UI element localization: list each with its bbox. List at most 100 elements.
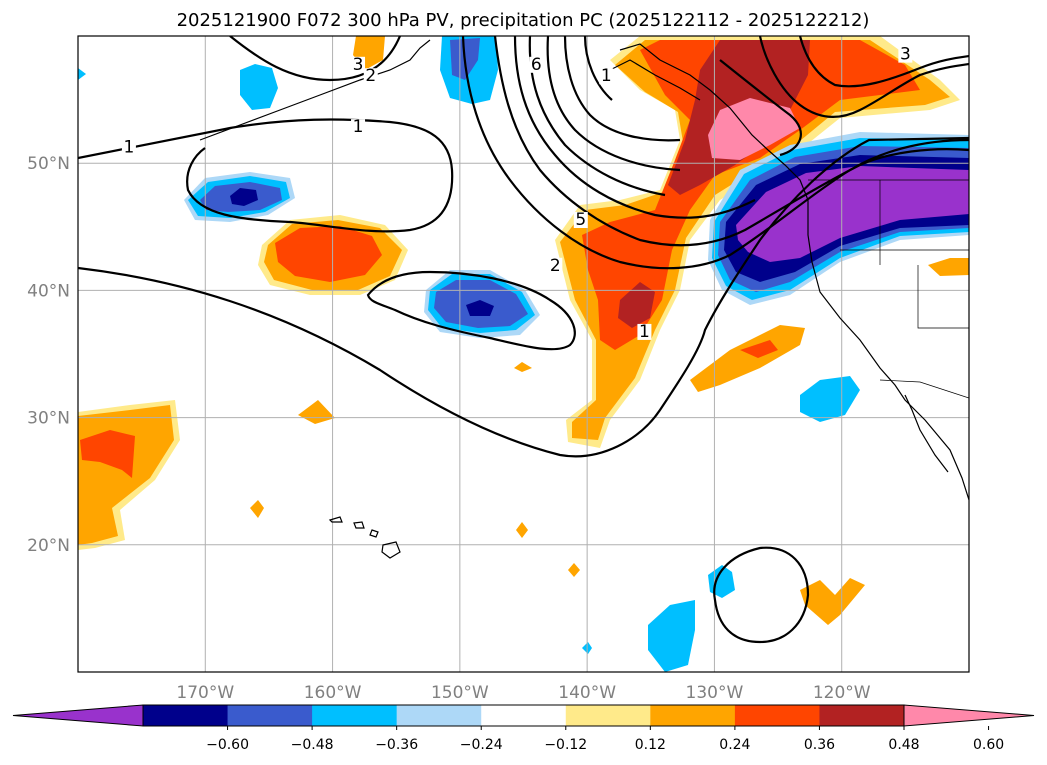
colorbar-tick-label: 0.60: [973, 737, 1004, 753]
island-2: [353, 521, 365, 529]
precip-positive-southeast-v: [800, 578, 865, 625]
lat-tick-label: 50°N: [27, 154, 70, 174]
colorbar-tick-label: −0.48: [291, 737, 334, 753]
precip-positive-small-3: [516, 522, 528, 538]
precip-negative-navy-northwest: [230, 188, 258, 206]
pv-contour-2: [229, 36, 402, 82]
hawaii-islands: [328, 516, 401, 559]
contour-label-bg: [351, 119, 366, 136]
colorbar-tick-label: −0.24: [460, 737, 503, 753]
precip-negative-north-small: [240, 64, 278, 110]
pv-contour-jet-7: [583, 36, 613, 101]
lat-tick-label: 20°N: [27, 536, 70, 556]
contour-label-bg: [529, 56, 544, 73]
colorbar-segment: [481, 705, 567, 726]
pv-contour-northeast-3: [719, 59, 802, 157]
pv-contour-jet-6: [563, 36, 681, 142]
contour-label-bg: [121, 139, 136, 156]
precip-negative-navy-midpacific: [466, 300, 494, 316]
contour-label-bg: [599, 68, 614, 85]
coastlines: [199, 39, 969, 501]
contour-label-bg: [573, 211, 588, 228]
lon-tick-label: 130°W: [686, 683, 744, 703]
precip-positive-red-northeast: [582, 40, 920, 350]
colorbar-tick-label: 0.24: [719, 737, 750, 753]
pv-contour-1-south: [78, 136, 969, 458]
map-frame: [77, 35, 970, 673]
contour-label: 1: [601, 66, 612, 86]
contour-label: 3: [900, 45, 911, 65]
colorbar: −0.60 −0.48 −0.36 −0.24 −0.12 0.12 0.24 0.36 0.4…: [12, 704, 1035, 753]
colorbar-segment: [227, 705, 313, 726]
contour-label: 1: [353, 117, 364, 137]
precip-positive-east-edge: [928, 258, 969, 276]
coast-alaska: [199, 39, 431, 141]
lon-tick-label: 150°W: [431, 683, 489, 703]
colorbar-segment: [819, 705, 905, 726]
island-big: [381, 541, 401, 559]
precip-positive-offshore-band: [690, 325, 805, 392]
colorbar-segment: [143, 705, 229, 726]
lat-tick-label: 30°N: [27, 409, 70, 429]
lon-tick-label: 160°W: [304, 683, 362, 703]
state-borders: [808, 179, 969, 399]
contour-label: 6: [531, 55, 542, 75]
colorbar-segment: [396, 705, 482, 726]
lon-tick-label: 140°W: [558, 683, 616, 703]
lon-tick-labels: 170°W 160°W 150°W 140°W 130°W 120°W: [176, 683, 870, 703]
border-states-3: [917, 265, 969, 329]
border-us-mexico: [879, 379, 969, 399]
pv-contour-jet-2: [493, 36, 969, 247]
colorbar-tick-label: −0.36: [375, 737, 418, 753]
colorbar-tick-label: 0.12: [635, 737, 666, 753]
contour-label: 2: [365, 66, 376, 86]
lon-tick-label: 170°W: [176, 683, 234, 703]
contour-label-bg: [637, 323, 652, 340]
precip-positive-pink-northeast: [708, 98, 800, 160]
colorbar-segment: [650, 705, 736, 726]
contour-label-bg: [363, 68, 378, 85]
island-3: [369, 529, 379, 538]
contour-label: 3: [353, 55, 364, 75]
precip-positive-darkred-coastal: [618, 282, 655, 328]
contour-label: 5: [575, 210, 586, 230]
pv-contour-northeast-1: [758, 36, 969, 119]
pv-contour-jet-3: [513, 36, 756, 219]
precip-negative-west-edge: [78, 68, 86, 80]
pv-contour-south-circle: [713, 546, 810, 644]
pv-contour-1-west: [78, 118, 454, 233]
lat-tick-label: 40°N: [27, 281, 70, 301]
colorbar-segment: [312, 705, 398, 726]
colorbar-extend-high: [903, 704, 1035, 727]
precip-positive-small-5: [514, 362, 532, 372]
colorbar-frame: [142, 704, 905, 727]
contour-label-bg: [351, 56, 366, 73]
pv-contour-jet-4: [528, 36, 666, 197]
pv-contour-inner-loop: [366, 270, 576, 351]
colorbar-tick-label: 0.36: [804, 737, 835, 753]
contour-label-bg: [548, 257, 563, 274]
precip-negative-offshore-south: [800, 376, 860, 422]
precip-positive-red-southwest: [80, 430, 135, 478]
lat-tick-labels: 50°N 40°N 30°N 20°N: [27, 154, 70, 556]
pv-contours: [78, 36, 969, 644]
precip-positive-small-2: [250, 500, 264, 518]
coast-north-america: [619, 43, 969, 501]
colorbar-tick-label: −0.60: [206, 737, 249, 753]
precip-negative-south-1: [648, 600, 695, 672]
pv-contour-jet-5: [546, 36, 681, 172]
colorbar-tick-label: 0.48: [888, 737, 919, 753]
precip-positive-small-4: [568, 563, 580, 577]
pv-contour-northeast-2: [798, 36, 969, 88]
colorbar-segment: [734, 705, 820, 726]
colorbar-extend-low: [12, 704, 144, 727]
contour-label-bg: [898, 46, 913, 63]
colorbar-segment: [565, 705, 651, 726]
gridlines: [78, 36, 969, 672]
lon-tick-label: 120°W: [813, 683, 871, 703]
contour-label: 2: [550, 256, 561, 276]
figure-title: 2025121900 F072 300 hPa PV, precipitatio…: [177, 10, 870, 31]
coast-alaska-2: [609, 59, 701, 101]
